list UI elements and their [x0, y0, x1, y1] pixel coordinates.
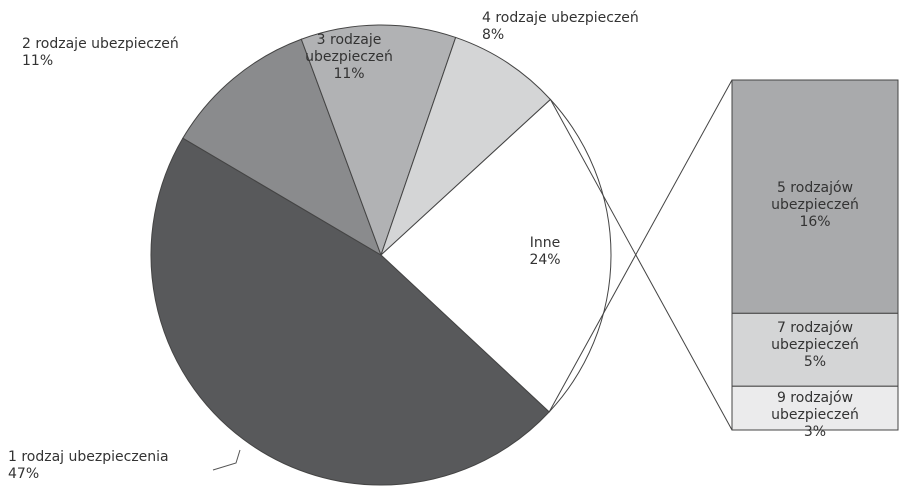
slice-label-text: Inne — [529, 235, 561, 251]
bar-segment — [731, 312, 899, 387]
slice-label-text: 1 rodzaj ubezpieczenia — [8, 449, 169, 465]
slice-label-text: 11% — [333, 66, 365, 82]
bar-label-text: 9 rodzajów ubezpieczeń — [771, 390, 859, 423]
pie-slice — [182, 38, 382, 257]
bar-label: 5 rodzajów ubezpieczeń 16% — [750, 180, 880, 231]
bar-segment — [731, 385, 899, 431]
slice-label: Inne 24% — [495, 235, 595, 269]
connector — [550, 99, 733, 431]
connector — [548, 79, 733, 413]
slice-label-text: 8% — [482, 27, 505, 43]
leader-line — [212, 449, 241, 471]
slice-label: 4 rodzaje ubezpieczeń 8% — [482, 10, 639, 44]
slice-label: 3 rodzaje ubezpieczeń 11% — [299, 32, 399, 83]
slice-label: 2 rodzaje ubezpieczeń 11% — [22, 36, 179, 70]
bar-label: 9 rodzajów ubezpieczeń 3% — [750, 390, 880, 441]
slice-label-text: 47% — [8, 466, 40, 482]
pie-slice — [300, 24, 457, 257]
slice-label-text: 11% — [22, 53, 54, 69]
slice-label-text: 24% — [529, 252, 561, 268]
slice-label-text: 2 rodzaje ubezpieczeń — [22, 36, 179, 52]
slice-label-text: 4 rodzaje ubezpieczeń — [482, 10, 639, 26]
slice-label: 1 rodzaj ubezpieczenia 47% — [8, 449, 169, 483]
bar-label-text: 3% — [803, 424, 827, 440]
bar-label-text: 5% — [803, 354, 827, 370]
slice-label-text: 3 rodzaje ubezpieczeń — [305, 32, 393, 65]
bar-label-text: 5 rodzajów ubezpieczeń — [771, 180, 859, 213]
bar-label: 7 rodzajów ubezpieczeń 5% — [750, 320, 880, 371]
pie-slice — [150, 137, 550, 486]
pie-slice — [380, 36, 552, 256]
bar-segment — [731, 79, 899, 314]
bar-label-text: 16% — [799, 214, 831, 230]
bar-label-text: 7 rodzajów ubezpieczeń — [771, 320, 859, 353]
pie-slice — [380, 98, 612, 413]
